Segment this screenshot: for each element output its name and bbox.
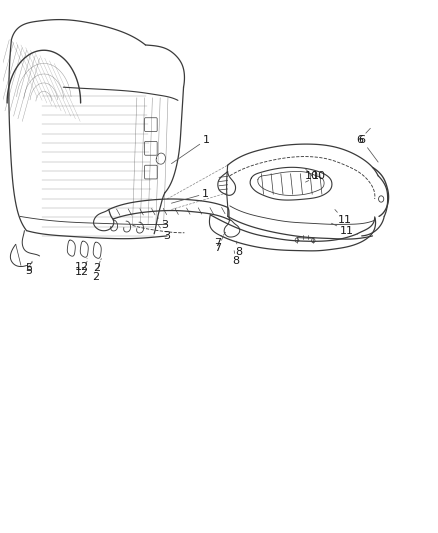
FancyBboxPatch shape <box>145 141 157 155</box>
FancyBboxPatch shape <box>145 118 157 132</box>
Text: 12: 12 <box>74 259 88 271</box>
Text: 1: 1 <box>171 135 209 164</box>
Text: 12: 12 <box>75 261 89 277</box>
Text: 6: 6 <box>356 128 371 145</box>
Text: 7: 7 <box>215 236 223 253</box>
Text: 8: 8 <box>235 241 242 257</box>
Text: 8: 8 <box>233 251 240 266</box>
Text: 5: 5 <box>25 262 32 276</box>
Text: 5: 5 <box>25 261 32 272</box>
Text: 10: 10 <box>305 171 325 182</box>
Text: 11: 11 <box>332 223 353 236</box>
Text: 1: 1 <box>171 189 208 203</box>
Text: 2: 2 <box>92 261 100 282</box>
Text: 2: 2 <box>93 259 101 272</box>
Text: 10: 10 <box>305 169 319 181</box>
Text: 11: 11 <box>335 209 351 225</box>
Text: 3: 3 <box>159 225 170 241</box>
Text: 7: 7 <box>215 232 226 248</box>
FancyBboxPatch shape <box>145 165 157 179</box>
Text: 6: 6 <box>358 135 378 162</box>
Text: 3: 3 <box>159 218 169 230</box>
